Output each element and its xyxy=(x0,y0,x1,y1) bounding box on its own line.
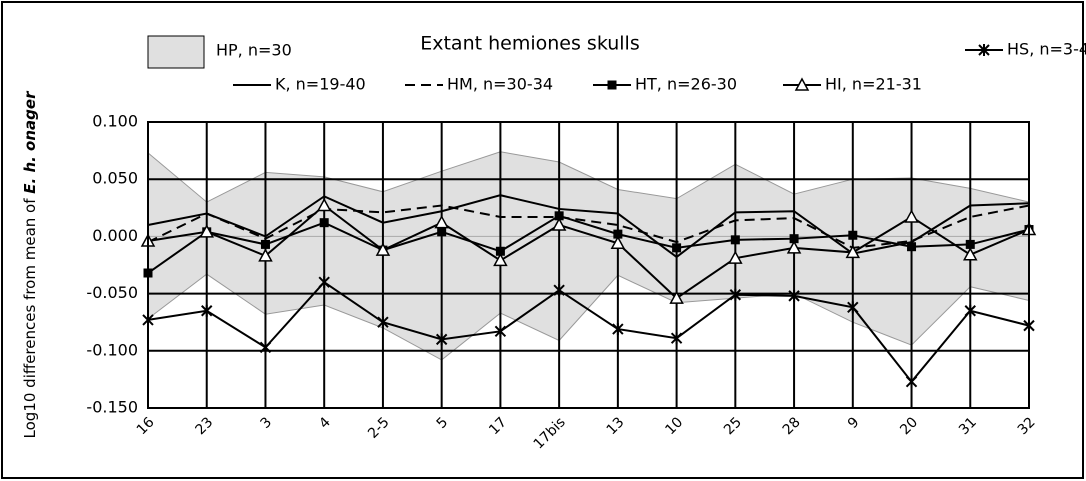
y-tick-label: -0.100 xyxy=(86,340,138,359)
point xyxy=(905,375,918,388)
legend-label: HP, n=30 xyxy=(216,41,292,60)
point xyxy=(258,248,273,262)
y-tick-label: 0.050 xyxy=(92,169,138,188)
legend-marker xyxy=(607,80,617,90)
point xyxy=(965,239,975,249)
point xyxy=(730,235,740,245)
y-tick-label: -0.150 xyxy=(86,398,138,417)
point xyxy=(319,218,329,228)
legend-label: HM, n=30-34 xyxy=(447,75,553,94)
point xyxy=(848,230,858,240)
point xyxy=(904,209,919,223)
point xyxy=(260,239,270,249)
point xyxy=(729,288,742,301)
point xyxy=(551,217,567,231)
point xyxy=(670,332,683,345)
point xyxy=(377,316,389,329)
y-tick-label: 0.000 xyxy=(92,226,138,245)
point xyxy=(786,240,802,254)
series-line xyxy=(147,280,1030,384)
y-tick-label: -0.050 xyxy=(86,283,138,302)
point xyxy=(672,243,682,253)
point xyxy=(199,224,214,238)
y-tick-label: 0.100 xyxy=(92,112,138,131)
point xyxy=(201,304,213,317)
point xyxy=(907,242,917,252)
point xyxy=(612,323,624,336)
point xyxy=(669,290,684,304)
y-label-species: E. h. onager xyxy=(21,90,39,194)
point xyxy=(316,197,332,212)
series-line xyxy=(147,194,1030,259)
point xyxy=(845,244,861,259)
point xyxy=(259,341,272,354)
y-axis-label: Log10 differences from mean of E. h. ona… xyxy=(21,90,39,439)
point xyxy=(494,325,507,338)
point xyxy=(964,304,976,317)
point xyxy=(847,301,859,314)
point xyxy=(437,227,447,237)
point xyxy=(728,250,743,264)
point xyxy=(435,333,448,346)
point xyxy=(788,289,800,302)
point xyxy=(963,247,978,261)
point xyxy=(613,229,623,239)
point xyxy=(434,215,449,229)
point xyxy=(553,284,565,297)
chart-title: Extant hemiones skulls xyxy=(420,33,640,55)
series-line xyxy=(147,214,1030,274)
plot-border xyxy=(147,121,1030,409)
legend-label: HS, n=3-4 xyxy=(1007,40,1086,59)
series-line xyxy=(147,204,1030,300)
legend-label: HI, n=21-31 xyxy=(825,75,922,94)
legend-swatch xyxy=(147,35,205,69)
legend-marker xyxy=(794,77,810,91)
point xyxy=(554,211,564,221)
point xyxy=(610,235,626,250)
y-label-text: Log10 differences from mean of xyxy=(21,194,39,439)
point xyxy=(493,252,508,267)
point xyxy=(789,234,799,244)
legend-marker xyxy=(978,44,990,56)
point xyxy=(495,246,505,256)
point xyxy=(318,276,330,289)
legend-label: K, n=19-40 xyxy=(275,75,366,94)
series-line xyxy=(147,204,1030,249)
legend-label: HT, n=26-30 xyxy=(635,75,737,94)
point xyxy=(375,242,391,256)
